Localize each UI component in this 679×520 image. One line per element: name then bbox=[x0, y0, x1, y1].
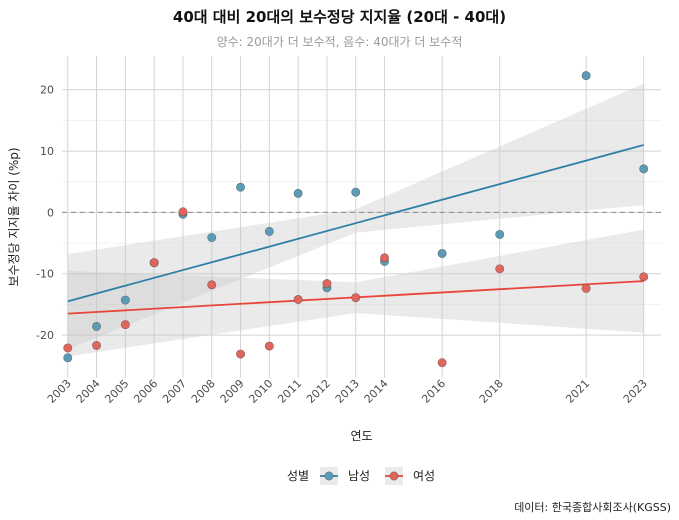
chart-title: 40대 대비 20대의 보수정당 지지율 (20대 - 40대) bbox=[172, 8, 507, 26]
y-tick-label: -10 bbox=[36, 268, 54, 281]
data-point-여성 bbox=[120, 320, 130, 330]
x-tick-label: 2013 bbox=[333, 377, 362, 406]
data-point-여성 bbox=[63, 343, 73, 353]
x-tick-label: 2007 bbox=[160, 377, 189, 406]
x-tick-label: 2011 bbox=[275, 377, 304, 406]
data-point-남성 bbox=[120, 295, 130, 305]
data-point-남성 bbox=[293, 188, 303, 198]
x-tick-label: 2008 bbox=[189, 377, 218, 406]
data-point-남성 bbox=[639, 164, 649, 174]
y-tick-label: 10 bbox=[40, 145, 54, 158]
x-tick-label: 2004 bbox=[74, 377, 103, 406]
legend-key-point bbox=[324, 471, 334, 481]
x-tick-label: 2021 bbox=[563, 377, 592, 406]
x-tick-label: 2005 bbox=[102, 377, 131, 406]
data-point-남성 bbox=[92, 321, 102, 331]
data-point-여성 bbox=[236, 349, 246, 359]
data-point-남성 bbox=[264, 226, 274, 236]
x-tick-label: 2006 bbox=[131, 377, 160, 406]
data-point-여성 bbox=[293, 294, 303, 304]
data-point-여성 bbox=[495, 264, 505, 274]
data-point-여성 bbox=[322, 279, 332, 289]
data-point-남성 bbox=[63, 353, 73, 363]
confidence-band-여성 bbox=[67, 229, 644, 357]
data-point-여성 bbox=[437, 358, 447, 368]
legend-label: 남성 bbox=[348, 469, 370, 483]
data-point-남성 bbox=[351, 187, 361, 197]
data-point-남성 bbox=[236, 182, 246, 192]
x-tick-label: 2023 bbox=[621, 377, 650, 406]
legend-key-point bbox=[389, 471, 399, 481]
y-tick-label: 20 bbox=[40, 84, 54, 97]
x-tick-label: 2014 bbox=[362, 377, 391, 406]
data-point-여성 bbox=[380, 253, 390, 263]
x-tick-label: 2010 bbox=[246, 377, 275, 406]
data-point-여성 bbox=[264, 341, 274, 351]
legend-label: 여성 bbox=[413, 469, 435, 483]
x-tick-label: 2009 bbox=[218, 377, 247, 406]
data-point-남성 bbox=[581, 71, 591, 81]
data-point-여성 bbox=[207, 280, 217, 290]
data-source-caption: 데이터: 한국종합사회조사(KGSS) bbox=[514, 501, 671, 514]
data-point-여성 bbox=[639, 272, 649, 282]
x-tick-label: 2018 bbox=[477, 377, 506, 406]
x-tick-label: 2012 bbox=[304, 377, 333, 406]
data-point-여성 bbox=[581, 283, 591, 293]
data-point-여성 bbox=[178, 207, 188, 217]
data-point-남성 bbox=[437, 248, 447, 258]
data-point-남성 bbox=[207, 233, 217, 243]
data-point-여성 bbox=[351, 293, 361, 303]
data-point-여성 bbox=[149, 258, 159, 268]
data-point-여성 bbox=[92, 340, 102, 350]
trend-line-남성 bbox=[67, 144, 644, 303]
data-point-남성 bbox=[495, 229, 505, 239]
y-axis-title: 보수정당 지지율 차이 (%p) bbox=[7, 147, 21, 286]
chart-subtitle: 양수: 20대가 더 보수적, 음수: 40대가 더 보수적 bbox=[216, 35, 463, 49]
y-tick-label: -20 bbox=[36, 329, 54, 342]
x-tick-label: 2003 bbox=[45, 377, 74, 406]
legend-title: 성별 bbox=[287, 469, 309, 483]
x-tick-label: 2016 bbox=[419, 377, 448, 406]
y-tick-label: 0 bbox=[47, 206, 54, 219]
x-axis-title: 연도 bbox=[350, 429, 372, 443]
